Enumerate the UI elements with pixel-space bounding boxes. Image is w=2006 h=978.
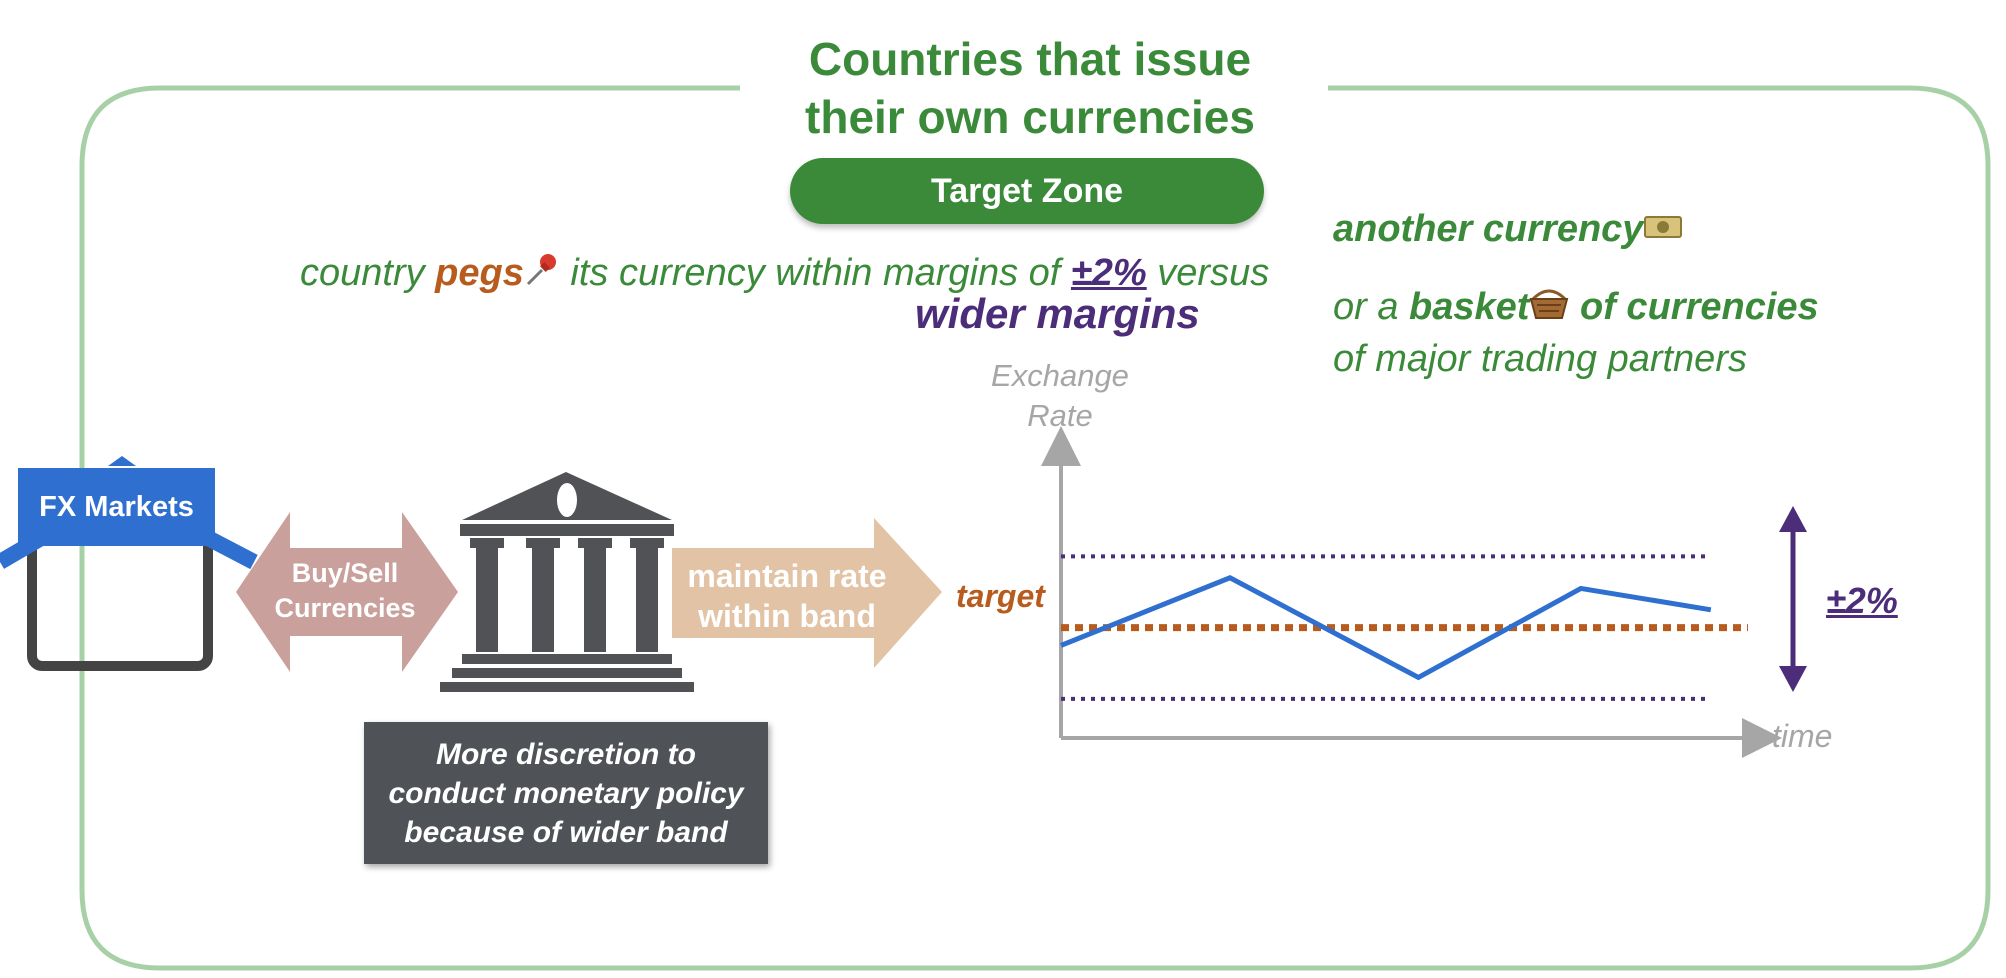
desc-part-2: its currency within margins of xyxy=(559,252,1071,295)
desc-part-3: versus xyxy=(1146,252,1270,295)
x-axis-label: time xyxy=(1772,718,1833,754)
desc-part-1: country xyxy=(300,252,436,295)
page-title: Countries that issue their own currencie… xyxy=(640,30,1420,146)
note-line-3: because of wider band xyxy=(404,815,728,849)
band-width-label: ±2% xyxy=(1826,580,1898,621)
maintain-line-1: maintain rate xyxy=(687,558,887,594)
y-axis-label-line-1: Exchange xyxy=(991,358,1129,393)
band-arrow xyxy=(1779,506,1807,692)
discretion-note: More discretion to conduct monetary poli… xyxy=(364,722,768,864)
buy-sell-line-1: Buy/Sell xyxy=(291,558,399,588)
scheme-badge: Target Zone xyxy=(790,158,1264,224)
basket-prefix: or a xyxy=(1333,286,1410,328)
pushpin-icon xyxy=(524,252,560,298)
note-line-2: conduct monetary policy xyxy=(388,776,744,810)
another-currency-label: another currency xyxy=(1333,208,1683,252)
basket-line-2: of major trading partners xyxy=(1333,337,1747,380)
maintain-arrow xyxy=(672,518,942,668)
peg-word: pegs xyxy=(435,252,524,295)
basket-icon xyxy=(1529,284,1569,334)
basket-word: basket xyxy=(1409,286,1530,328)
maintain-line-2: within band xyxy=(698,598,876,634)
exchange-rate-series xyxy=(1060,575,1712,681)
buy-sell-label: Buy/Sell Currencies xyxy=(255,556,435,626)
buy-sell-line-2: Currencies xyxy=(274,593,416,623)
note-line-1: More discretion to xyxy=(435,737,696,771)
title-line-1: Countries that issue xyxy=(808,33,1252,85)
wider-margins-label: wider margins xyxy=(915,290,1200,337)
basket-description: or a basket of currencies of major tradi… xyxy=(1333,282,1819,384)
maintain-rate-label: maintain rate within band xyxy=(672,556,902,636)
another-currency-text: another currency xyxy=(1333,208,1644,250)
title-line-2: their own currencies xyxy=(805,91,1255,143)
buy-sell-arrow xyxy=(236,512,458,672)
central-bank-icon xyxy=(440,472,694,692)
basket-suffix: of currencies xyxy=(1569,286,1819,328)
percent-margin: ±2% xyxy=(1070,252,1147,295)
fx-markets-label: FX Markets xyxy=(18,468,215,546)
peg-description: country pegs its currency within margins… xyxy=(300,252,1269,298)
target-label: target xyxy=(956,578,1045,614)
basket-line-1: or a basket of currencies xyxy=(1333,282,1819,334)
money-icon xyxy=(1643,209,1683,252)
